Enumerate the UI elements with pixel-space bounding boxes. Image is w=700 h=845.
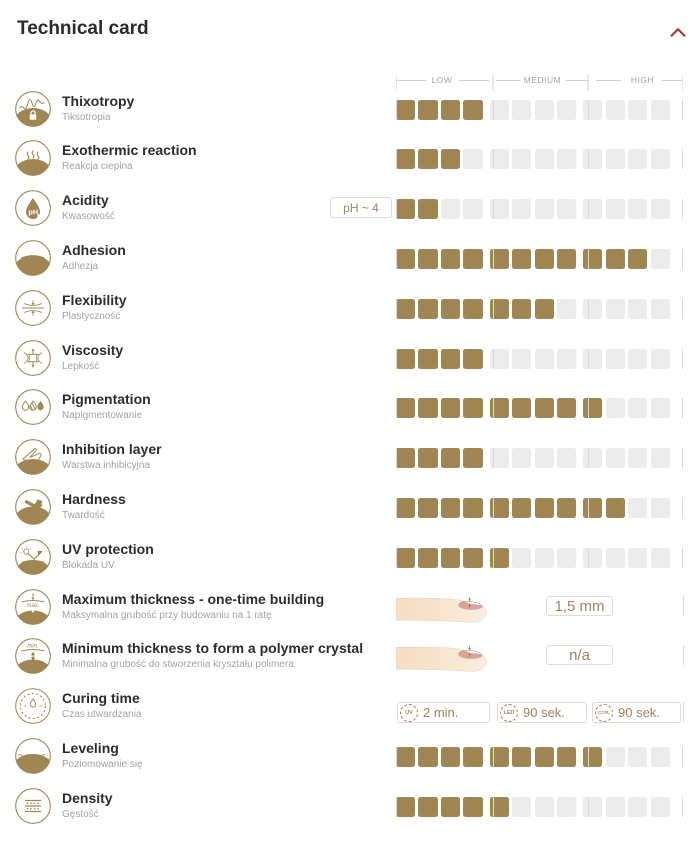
svg-text:LOW: LOW [432, 75, 453, 85]
svg-text:MEDIUM: MEDIUM [524, 75, 561, 85]
svg-text:min.: min. [27, 644, 38, 650]
svg-text:HIGH: HIGH [631, 75, 654, 85]
svg-text:pH: pH [28, 208, 38, 217]
svg-text:max.: max. [26, 602, 39, 608]
